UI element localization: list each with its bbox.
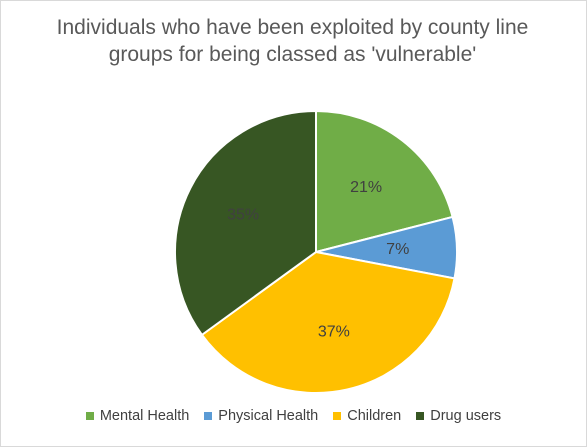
legend-label: Physical Health (218, 408, 319, 424)
legend-label: Children (347, 408, 402, 424)
legend-swatch (85, 412, 94, 420)
legend: Mental Health Physical Health Children Drug… (0, 408, 587, 424)
pie-labels: 21% 7% 37% 35% (227, 179, 409, 340)
legend-label: Mental Health (99, 408, 190, 424)
legend-swatch (416, 412, 425, 420)
legend-swatch (333, 412, 342, 420)
pie-slice-mental-health (315, 109, 454, 254)
legend-item-children: Children (333, 408, 401, 424)
legend-item-drug-users: Drug users (416, 408, 501, 424)
chart-title: Individuals who have been exploited by c… (56, 16, 529, 66)
pie-slices (174, 109, 458, 394)
legend-item-mental-health: Mental Health (85, 408, 190, 424)
pie-slice-children (200, 250, 456, 394)
pie-slice-drug-users (174, 109, 317, 337)
legend-item-physical-health: Physical Health (204, 408, 318, 424)
data-label-physical-health: 7% (386, 241, 409, 258)
data-label-drug-users: 35% (227, 206, 259, 223)
legend-label: Drug users (430, 408, 502, 424)
legend-swatch (204, 412, 213, 420)
data-label-children: 37% (318, 323, 350, 340)
data-label-mental-health: 21% (350, 179, 382, 196)
